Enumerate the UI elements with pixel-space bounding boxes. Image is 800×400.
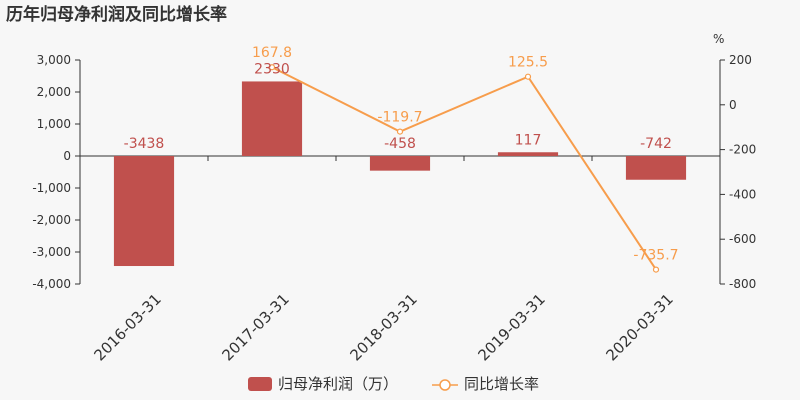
x-axis-tick-label: 2020-03-31 (602, 290, 676, 364)
growth-line (271, 66, 657, 271)
legend-line-marker (439, 379, 451, 391)
left-axis-tick-label: 0 (63, 149, 71, 163)
x-axis-tick-label: 2017-03-31 (218, 290, 292, 364)
right-axis-tick-label: -200 (729, 143, 756, 157)
left-axis-tick-label: 3,000 (37, 53, 71, 67)
line-data-label: -735.7 (633, 248, 678, 264)
legend-line-label: 同比增长率 (464, 375, 539, 393)
legend-bar-swatch (248, 377, 272, 391)
line-point (652, 266, 660, 273)
left-axis-tick-label: -4,000 (32, 277, 71, 291)
line-point (524, 73, 532, 80)
left-axis-tick-label: 1,000 (37, 117, 71, 131)
right-axis-tick-label: -800 (729, 277, 756, 291)
line-data-label: 125.5 (508, 55, 548, 71)
bar (625, 156, 687, 180)
legend[interactable]: 归母净利润（万） 同比增长率 (248, 375, 539, 393)
right-axis-tick-label: 200 (729, 53, 752, 67)
bar-data-label: -3438 (124, 136, 165, 152)
bar-data-label: -742 (640, 136, 672, 152)
data-labels: -3438 2330 -458 117 -742 167.8 -119.7 125.5 -735… (124, 45, 679, 263)
bar-data-label: 117 (515, 132, 542, 148)
right-axis-tick-label: -400 (729, 187, 756, 201)
legend-bar-label: 归母净利润（万） (278, 375, 398, 393)
left-axis-tick-label: 2,000 (37, 85, 71, 99)
bar (497, 152, 559, 156)
chart-title: 历年归母净利润及同比增长率 (6, 4, 227, 25)
left-axis-tick-label: -3,000 (32, 245, 71, 259)
bar-data-label: -458 (384, 136, 416, 152)
line-data-label: 167.8 (252, 45, 292, 61)
line-data-label: -119.7 (377, 110, 422, 126)
bar-series (113, 81, 687, 267)
left-axis-tick-label: -2,000 (32, 213, 71, 227)
x-axis-tick-label: 2016-03-31 (90, 290, 164, 364)
left-axis-tick-label: -1,000 (32, 181, 71, 195)
bar (113, 156, 175, 267)
x-axis-tick-label: 2018-03-31 (346, 290, 420, 364)
bar-data-label: 2330 (254, 61, 290, 77)
line-point (396, 128, 404, 135)
right-axis-unit: % (713, 32, 724, 46)
bar (369, 156, 431, 171)
line-series (268, 64, 660, 273)
bar (241, 81, 303, 156)
right-axis-tick-label: 0 (729, 98, 737, 112)
line-point (268, 64, 276, 71)
right-axis-tick-label: -600 (729, 232, 756, 246)
x-axis-tick-label: 2019-03-31 (474, 290, 548, 364)
